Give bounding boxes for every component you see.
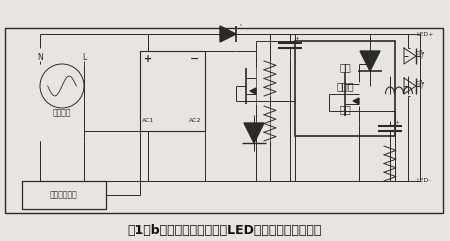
Text: AC2: AC2 bbox=[189, 119, 201, 123]
Text: N: N bbox=[37, 54, 43, 62]
Text: 图1（b）为可控硅调光器与LED驱动器配合架构示意: 图1（b）为可控硅调光器与LED驱动器配合架构示意 bbox=[128, 223, 322, 236]
Text: L: L bbox=[82, 54, 86, 62]
Bar bbox=[22, 181, 106, 209]
Polygon shape bbox=[250, 88, 256, 94]
Text: +: + bbox=[294, 36, 299, 41]
Text: 控制器: 控制器 bbox=[336, 82, 354, 92]
Text: −: − bbox=[190, 54, 200, 64]
Text: 驱动: 驱动 bbox=[339, 63, 351, 73]
Text: 可控硅调光器: 可控硅调光器 bbox=[50, 190, 78, 200]
Bar bbox=[140, 51, 205, 131]
Polygon shape bbox=[360, 51, 380, 71]
Polygon shape bbox=[220, 26, 236, 42]
Text: +: + bbox=[144, 54, 152, 64]
Text: ': ' bbox=[239, 23, 241, 29]
Text: +: + bbox=[394, 120, 399, 126]
Bar bbox=[5, 28, 443, 213]
Text: AC1: AC1 bbox=[142, 119, 154, 123]
Text: 芯片: 芯片 bbox=[339, 104, 351, 114]
Text: LED+: LED+ bbox=[416, 32, 433, 36]
Polygon shape bbox=[244, 123, 264, 143]
Text: 交流输入: 交流输入 bbox=[53, 108, 71, 118]
Polygon shape bbox=[353, 98, 359, 104]
Text: LED-: LED- bbox=[416, 179, 431, 183]
Bar bbox=[295, 41, 395, 136]
